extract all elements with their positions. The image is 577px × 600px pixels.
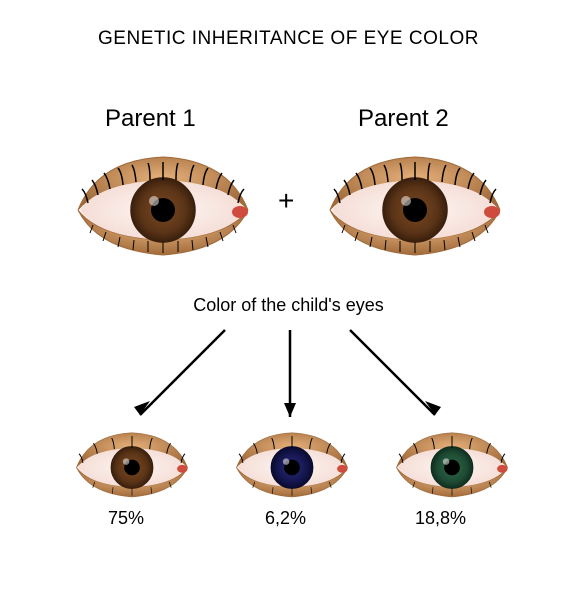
plus-symbol: + [278, 185, 294, 217]
arrow-right [335, 325, 455, 435]
parent1-label: Parent 1 [105, 105, 196, 133]
child2-percentage: 6,2% [265, 508, 306, 529]
child3-eye [388, 425, 516, 510]
child1-eye [68, 425, 196, 510]
child1-percentage: 75% [108, 508, 144, 529]
parent1-eye [68, 145, 258, 275]
parent2-label: Parent 2 [358, 105, 449, 133]
arrow-middle [260, 325, 320, 435]
child2-eye [228, 425, 356, 510]
subtitle: Color of the child's eyes [0, 295, 577, 316]
page-title: GENETIC INHERITANCE OF EYE COLOR [0, 28, 577, 50]
arrow-left [120, 325, 240, 435]
parent2-eye [320, 145, 510, 275]
child3-percentage: 18,8% [415, 508, 466, 529]
